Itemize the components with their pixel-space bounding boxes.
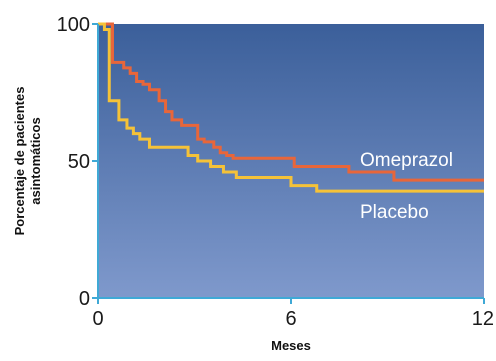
series-label-omeprazol: Omeprazol — [360, 150, 453, 171]
y-tick-label: 50 — [68, 151, 90, 173]
series-line-omeprazol — [98, 22, 484, 182]
x-tick-label: 6 — [285, 308, 296, 330]
x-tick-label: 12 — [472, 308, 494, 330]
y-axis-title-line: Porcentaje de pacientes — [12, 87, 27, 236]
plot-background — [98, 24, 484, 298]
y-tick-label: 0 — [79, 288, 90, 310]
y-tick-label: 100 — [57, 14, 90, 36]
x-axis-title: Meses — [271, 338, 311, 353]
y-axis-title-line: asintomáticos — [28, 117, 43, 204]
series-label-placebo: Placebo — [360, 202, 429, 223]
x-tick-label: 0 — [92, 308, 103, 330]
series-line-placebo — [98, 22, 484, 193]
